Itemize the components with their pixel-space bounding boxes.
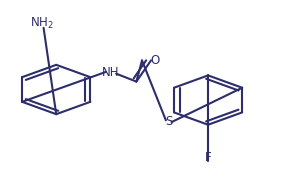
Text: NH: NH xyxy=(102,66,120,79)
Text: S: S xyxy=(165,115,172,128)
Text: F: F xyxy=(205,151,211,164)
Text: NH$_2$: NH$_2$ xyxy=(30,16,54,31)
Text: O: O xyxy=(150,54,159,67)
